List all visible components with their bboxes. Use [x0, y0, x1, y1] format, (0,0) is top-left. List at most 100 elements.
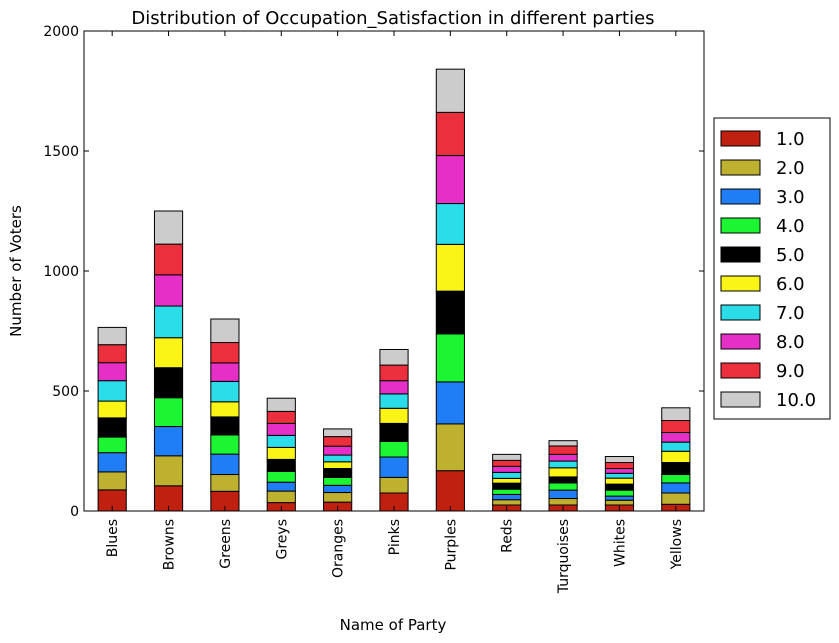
bar-reds-2-0 — [492, 499, 522, 506]
x-tick-label-purples: Purples — [443, 519, 459, 571]
bar-browns-10-0 — [153, 210, 184, 245]
legend-swatch-9-0 — [720, 362, 761, 379]
legend: 1.0 2.0 3.0 4.0 5.0 6.0 7.0 8.0 9.0 10.0 — [713, 117, 831, 420]
bar-pinks-5-0 — [379, 422, 409, 442]
bar-turquoises-6-0 — [548, 467, 578, 478]
bar-browns-8-0 — [153, 274, 184, 307]
legend-swatch-3-0 — [720, 188, 761, 205]
bar-purples-8-0 — [435, 155, 465, 205]
bar-greys-5-0 — [266, 458, 296, 472]
legend-swatch-8-0 — [720, 333, 761, 350]
bar-yellows-2-0 — [661, 492, 691, 505]
bar-browns-5-0 — [153, 367, 184, 399]
bar-reds-5-0 — [492, 482, 522, 490]
bar-whites-9-0 — [604, 462, 635, 470]
bar-whites-6-0 — [604, 477, 635, 485]
legend-label-4-0: 4.0 — [776, 216, 805, 237]
legend-label-1-0: 1.0 — [776, 129, 805, 150]
bar-pinks-2-0 — [379, 476, 409, 494]
bar-turquoises-9-0 — [548, 445, 578, 455]
bar-yellows-5-0 — [661, 462, 691, 476]
bar-blues-9-0 — [97, 344, 127, 364]
legend-swatch-5-0 — [720, 246, 761, 263]
bar-purples-4-0 — [435, 333, 465, 383]
bar-reds-9-0 — [492, 459, 522, 467]
bar-greys-4-0 — [266, 470, 296, 483]
bar-turquoises-10-0 — [548, 440, 578, 447]
bar-greens-5-0 — [210, 416, 240, 436]
bar-reds-3-0 — [492, 493, 522, 501]
bar-reds-4-0 — [492, 488, 522, 495]
bar-purples-3-0 — [435, 381, 465, 425]
x-tick-label-pinks: Pinks — [387, 519, 403, 555]
bar-whites-7-0 — [604, 472, 635, 479]
bar-greys-8-0 — [266, 422, 296, 436]
bar-greens-7-0 — [210, 380, 240, 403]
bar-browns-2-0 — [153, 455, 184, 487]
bar-purples-9-0 — [435, 111, 465, 157]
bar-browns-4-0 — [153, 397, 184, 428]
bar-reds-7-0 — [492, 471, 522, 479]
x-tick-label-reds: Reds — [500, 519, 516, 553]
bar-purples-10-0 — [435, 68, 465, 113]
x-tick-label-whites: Whites — [612, 519, 628, 567]
legend-label-6-0: 6.0 — [776, 274, 805, 295]
legend-swatch-6-0 — [720, 275, 761, 292]
y-tick-label: 500 — [52, 384, 79, 400]
bar-whites-2-0 — [604, 499, 635, 506]
bar-turquoises-7-0 — [548, 460, 578, 469]
bar-yellows-7-0 — [661, 441, 691, 452]
bar-whites-4-0 — [604, 489, 635, 497]
bar-greens-2-0 — [210, 474, 240, 492]
bar-greens-3-0 — [210, 453, 240, 476]
bar-browns-7-0 — [153, 305, 184, 339]
bar-purples-7-0 — [435, 203, 465, 245]
bar-oranges-5-0 — [323, 468, 353, 478]
bar-pinks-4-0 — [379, 440, 409, 458]
x-tick-label-browns: Browns — [162, 519, 178, 570]
y-axis-label: Number of Voters — [7, 205, 25, 337]
bar-oranges-8-0 — [323, 445, 353, 456]
bar-pinks-9-0 — [379, 364, 409, 382]
legend-label-9-0: 9.0 — [776, 361, 805, 382]
legend-swatch-2-0 — [720, 159, 761, 176]
bar-whites-8-0 — [604, 468, 635, 474]
bar-oranges-4-0 — [323, 476, 353, 486]
bar-oranges-10-0 — [323, 428, 353, 438]
bars-layer — [97, 68, 691, 512]
bar-purples-5-0 — [435, 290, 465, 335]
legend-label-8-0: 8.0 — [776, 332, 805, 353]
bar-reds-10-0 — [492, 453, 522, 461]
legend-label-10-0: 10.0 — [776, 390, 816, 411]
bar-yellows-3-0 — [661, 482, 691, 494]
x-axis-label: Name of Party — [340, 616, 447, 634]
legend-swatch-1-0 — [720, 130, 761, 147]
bar-greens-4-0 — [210, 434, 240, 455]
bar-yellows-6-0 — [661, 450, 691, 464]
bar-greys-6-0 — [266, 446, 296, 460]
bar-oranges-2-0 — [323, 492, 353, 503]
bar-oranges-3-0 — [323, 484, 353, 494]
bar-greens-9-0 — [210, 342, 240, 364]
legend-label-3-0: 3.0 — [776, 187, 805, 208]
bar-blues-6-0 — [97, 400, 127, 419]
bar-greens-10-0 — [210, 318, 240, 344]
chart-title: Distribution of Occupation_Satisfaction … — [131, 8, 654, 29]
bar-reds-6-0 — [492, 477, 522, 484]
bar-browns-3-0 — [153, 426, 184, 457]
bar-turquoises-4-0 — [548, 482, 578, 491]
bar-oranges-6-0 — [323, 461, 353, 470]
bar-purples-2-0 — [435, 423, 465, 472]
bar-yellows-4-0 — [661, 474, 691, 484]
y-tick-label: 2000 — [43, 24, 79, 40]
x-tick-label-yellows: Yellows — [669, 519, 685, 570]
bar-yellows-10-0 — [661, 407, 691, 422]
x-tick-label-greens: Greens — [218, 519, 234, 569]
bar-purples-1-0 — [435, 470, 465, 512]
bar-turquoises-8-0 — [548, 453, 578, 462]
bar-blues-8-0 — [97, 362, 127, 382]
legend-swatch-4-0 — [720, 217, 761, 234]
bar-blues-10-0 — [97, 326, 127, 346]
bar-greys-7-0 — [266, 434, 296, 448]
